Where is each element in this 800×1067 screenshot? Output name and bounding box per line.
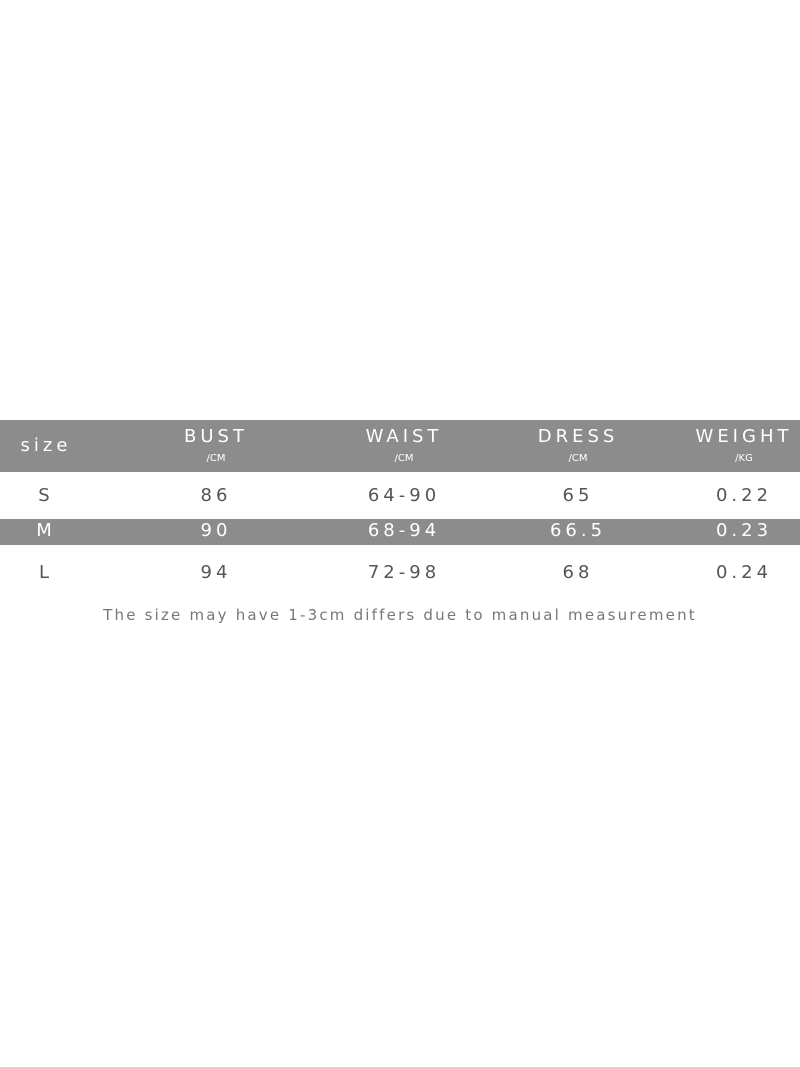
size-label: M — [36, 520, 56, 541]
cell-value: 90 — [200, 520, 232, 541]
cell-value: 94 — [200, 562, 232, 583]
cell-value: 68 — [562, 562, 594, 583]
column-unit: /KG — [735, 453, 753, 464]
size-label: S — [38, 485, 54, 506]
column-unit: /CM — [568, 453, 588, 464]
note: The size may have 1-3cm differs due to m… — [103, 606, 697, 624]
cell-value: 86 — [200, 485, 232, 506]
column-header: WAIST — [365, 426, 443, 447]
cell-value: 66.5 — [549, 520, 607, 541]
cell-value: 0.24 — [715, 562, 773, 583]
column-unit: /CM — [206, 453, 226, 464]
column-header: size — [20, 435, 72, 456]
cell-value: 72-98 — [367, 562, 441, 583]
column-header: WEIGHT — [695, 426, 793, 447]
header-band — [0, 420, 800, 472]
cell-value: 0.22 — [715, 485, 773, 506]
row-band — [0, 519, 800, 545]
column-header: BUST — [184, 426, 248, 447]
cell-value: 65 — [562, 485, 594, 506]
size-label: L — [38, 562, 54, 583]
column-header: DRESS — [537, 426, 619, 447]
cell-value: 64-90 — [367, 485, 441, 506]
cell-value: 0.23 — [715, 520, 773, 541]
column-unit: /CM — [394, 453, 414, 464]
cell-value: 68-94 — [367, 520, 441, 541]
